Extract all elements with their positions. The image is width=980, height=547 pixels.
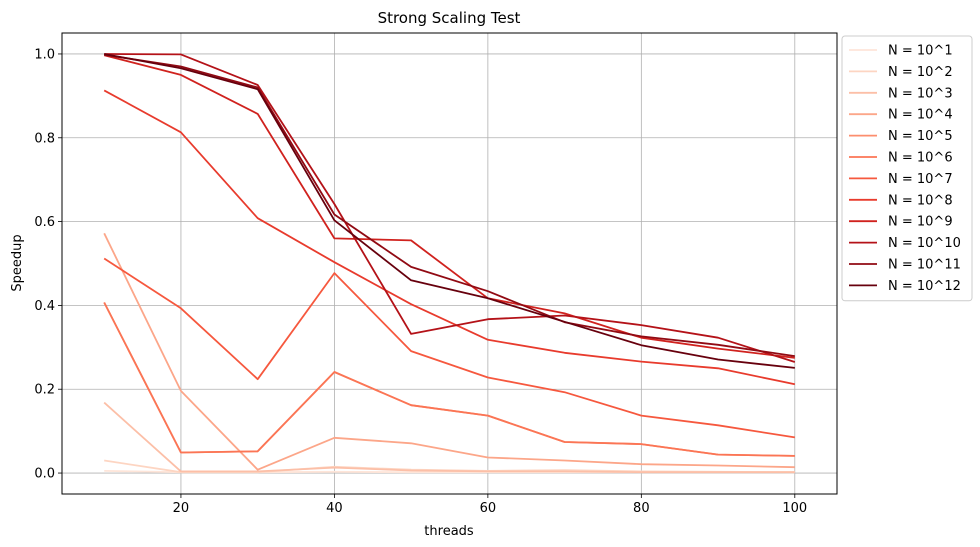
legend-label: N = 10^2 <box>888 65 953 80</box>
legend-box <box>841 35 973 302</box>
plot-area <box>61 32 838 495</box>
series-line <box>103 232 795 471</box>
x-tick-label: 100 <box>782 501 807 516</box>
chart-title: Strong Scaling Test <box>378 9 521 27</box>
legend-label: N = 10^9 <box>888 215 953 230</box>
legend-label: N = 10^6 <box>888 151 953 166</box>
series-line <box>103 257 795 439</box>
legend-label: N = 10^12 <box>888 279 961 294</box>
series-line <box>104 53 795 357</box>
series-line <box>103 302 795 457</box>
y-tick-label: 0.2 <box>34 383 55 398</box>
series-line <box>103 89 795 386</box>
legend-label: N = 10^3 <box>888 86 953 101</box>
x-tick-label: 60 <box>480 501 497 516</box>
series-line <box>103 302 795 457</box>
series-lines <box>103 53 796 474</box>
x-tick-label: 80 <box>633 501 650 516</box>
x-tick-label: 20 <box>173 501 190 516</box>
series-line <box>103 401 795 474</box>
y-tick-label: 0.0 <box>34 467 55 482</box>
y-axis-label: Speedup <box>10 234 25 291</box>
x-axis-ticks: 20 40 60 80 100 <box>173 494 807 516</box>
y-tick-label: 0.4 <box>34 299 55 314</box>
x-tick-label: 40 <box>326 501 343 516</box>
legend-label: N = 10^1 <box>888 44 953 59</box>
y-tick-label: 0.8 <box>34 131 55 146</box>
legend-label: N = 10^8 <box>888 193 953 208</box>
legend-label: N = 10^10 <box>888 236 961 251</box>
legend-label: N = 10^11 <box>888 258 961 273</box>
series-line <box>104 53 796 363</box>
y-tick-label: 0.6 <box>34 215 55 230</box>
legend-label: N = 10^5 <box>888 129 953 144</box>
series-line <box>104 53 795 369</box>
legend: N = 10^1 N = 10^2 N = 10^3 N = 10^4 N = 10^5… <box>841 35 973 302</box>
y-axis-ticks: 0.0 0.2 0.4 0.6 0.8 1.0 <box>34 47 62 482</box>
legend-label: N = 10^7 <box>888 172 953 187</box>
y-tick-label: 1.0 <box>34 47 55 62</box>
x-axis-label: threads <box>424 524 474 539</box>
legend-label: N = 10^4 <box>888 108 953 123</box>
series-line <box>103 54 795 359</box>
